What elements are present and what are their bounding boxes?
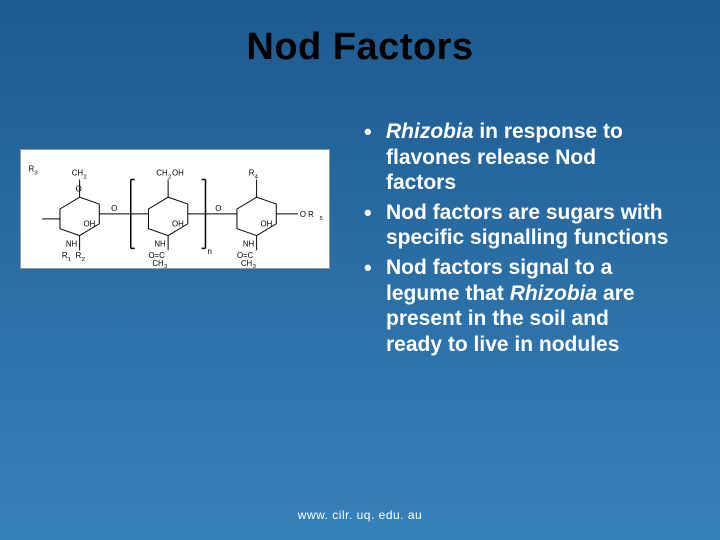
chemical-structure-figure: R3 CH2 O CH2OH R4 O O O R5 NH NH NH O=C …	[20, 149, 330, 269]
bullets-column: Rhizobia in response to flavones release…	[360, 119, 680, 361]
page-title: Nod Factors	[0, 0, 720, 69]
svg-text:2: 2	[82, 257, 85, 263]
footer-url: www. cilr. uq. edu. au	[0, 508, 720, 522]
svg-text:3: 3	[164, 264, 168, 268]
list-item: Rhizobia in response to flavones release…	[360, 119, 670, 196]
svg-text:2: 2	[84, 175, 87, 181]
bullet-list: Rhizobia in response to flavones release…	[360, 119, 670, 357]
svg-text:4: 4	[255, 175, 259, 181]
svg-text:NH: NH	[243, 239, 255, 248]
content-row: R3 CH2 O CH2OH R4 O O O R5 NH NH NH O=C …	[0, 69, 720, 361]
svg-text:O R: O R	[300, 210, 314, 219]
svg-text:OH: OH	[84, 220, 96, 229]
svg-text:n: n	[207, 247, 211, 256]
svg-text:3: 3	[34, 171, 38, 177]
svg-text:CH: CH	[156, 169, 168, 178]
svg-text:NH: NH	[154, 239, 166, 248]
svg-text:O: O	[76, 184, 82, 193]
svg-text:CH: CH	[241, 259, 253, 268]
chemical-structure-svg: R3 CH2 O CH2OH R4 O O O R5 NH NH NH O=C …	[21, 150, 329, 268]
svg-text:3: 3	[253, 264, 257, 268]
bullet-text-em: Rhizobia	[386, 120, 474, 143]
list-item: Nod factors are sugars with specific sig…	[360, 200, 670, 251]
bullet-text-em: Rhizobia	[510, 282, 598, 305]
svg-text:OH: OH	[172, 220, 184, 229]
svg-text:OH: OH	[261, 220, 273, 229]
svg-text:O: O	[215, 204, 221, 213]
svg-text:CH: CH	[152, 259, 164, 268]
svg-text:OH: OH	[172, 169, 184, 178]
svg-text:O: O	[111, 204, 117, 213]
list-item: Nod factors signal to a legume that Rhiz…	[360, 255, 670, 357]
svg-text:CH: CH	[72, 169, 84, 178]
svg-text:2: 2	[168, 175, 171, 181]
svg-text:NH: NH	[66, 239, 78, 248]
svg-text:1: 1	[68, 257, 71, 263]
figure-column: R3 CH2 O CH2OH R4 O O O R5 NH NH NH O=C …	[20, 119, 330, 361]
svg-text:5: 5	[320, 216, 324, 222]
bullet-text-pre: Nod factors are sugars with specific sig…	[386, 201, 668, 250]
